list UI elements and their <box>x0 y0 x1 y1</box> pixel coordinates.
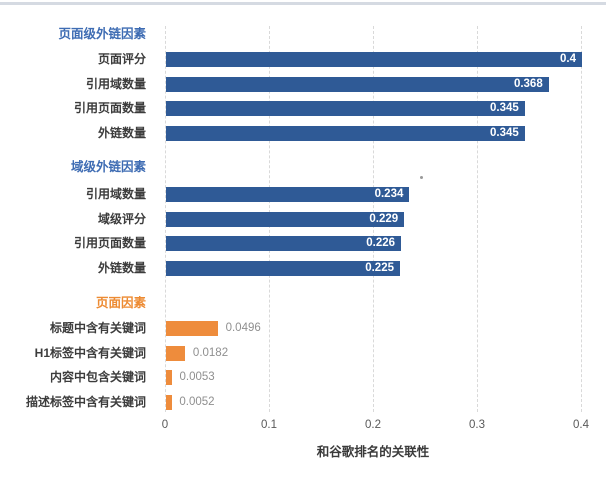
bar-value: 0.0182 <box>192 346 229 359</box>
group-title: 页面级外链因素 <box>58 27 146 41</box>
bar-value: 0.225 <box>365 262 394 275</box>
bar: 0.226 <box>166 236 402 252</box>
bar: 0.345 <box>166 101 525 117</box>
bar-value: 0.229 <box>369 212 399 225</box>
bar-value: 0.4 <box>560 53 576 65</box>
bar <box>166 395 172 411</box>
bar-label: 引用域数量 <box>85 187 146 201</box>
stray-dot <box>420 176 423 179</box>
bar-label: 描述标签中含有关键词 <box>25 395 146 410</box>
bar: 0.234 <box>166 187 410 202</box>
bar-label: 域级评分 <box>97 211 146 226</box>
bar-value: 0.345 <box>490 127 519 140</box>
gridline <box>477 26 478 412</box>
bar-label: 页面评分 <box>97 52 146 66</box>
group-title: 页面因素 <box>95 296 146 310</box>
bar-label: 引用页面数量 <box>73 101 146 116</box>
bar <box>166 345 185 361</box>
bar: 0.4 <box>166 52 582 67</box>
bar-label: 外链数量 <box>97 126 146 141</box>
gridline <box>165 26 166 412</box>
x-tick-label: 0.3 <box>469 419 485 431</box>
bar: 0.225 <box>166 261 400 277</box>
bar: 0.345 <box>166 126 525 142</box>
bar: 0.229 <box>166 211 405 227</box>
bar-label: 外链数量 <box>97 261 146 276</box>
bar-value: 0.0496 <box>225 322 261 334</box>
bar-value: 0.234 <box>374 188 404 200</box>
bar-label: 内容中包含关键词 <box>49 370 146 385</box>
bar-value: 0.0053 <box>179 371 215 384</box>
bar-value: 0.345 <box>490 102 519 115</box>
bar-value: 0.226 <box>366 237 396 250</box>
bar <box>166 370 172 386</box>
x-tick-label: 0.2 <box>365 419 381 431</box>
bar-label: H1标签中含有关键词 <box>34 345 146 360</box>
bar-value: 0.0052 <box>179 396 215 409</box>
x-tick-label: 0.4 <box>573 419 589 431</box>
bar-label: 标题中含有关键词 <box>49 321 146 335</box>
bar-label: 引用页面数量 <box>73 236 146 251</box>
bar-label: 引用域数量 <box>85 76 146 91</box>
bar <box>166 321 218 336</box>
x-tick-label: 0 <box>161 419 169 431</box>
x-axis-title: 和谷歌排名的关联性 <box>316 445 430 459</box>
x-tick-label: 0.1 <box>261 419 277 431</box>
gridline <box>581 26 582 412</box>
group-title: 域级外链因素 <box>70 160 146 174</box>
bar: 0.368 <box>166 76 549 92</box>
top-accent-line <box>0 2 606 5</box>
bar-value: 0.368 <box>513 77 543 90</box>
